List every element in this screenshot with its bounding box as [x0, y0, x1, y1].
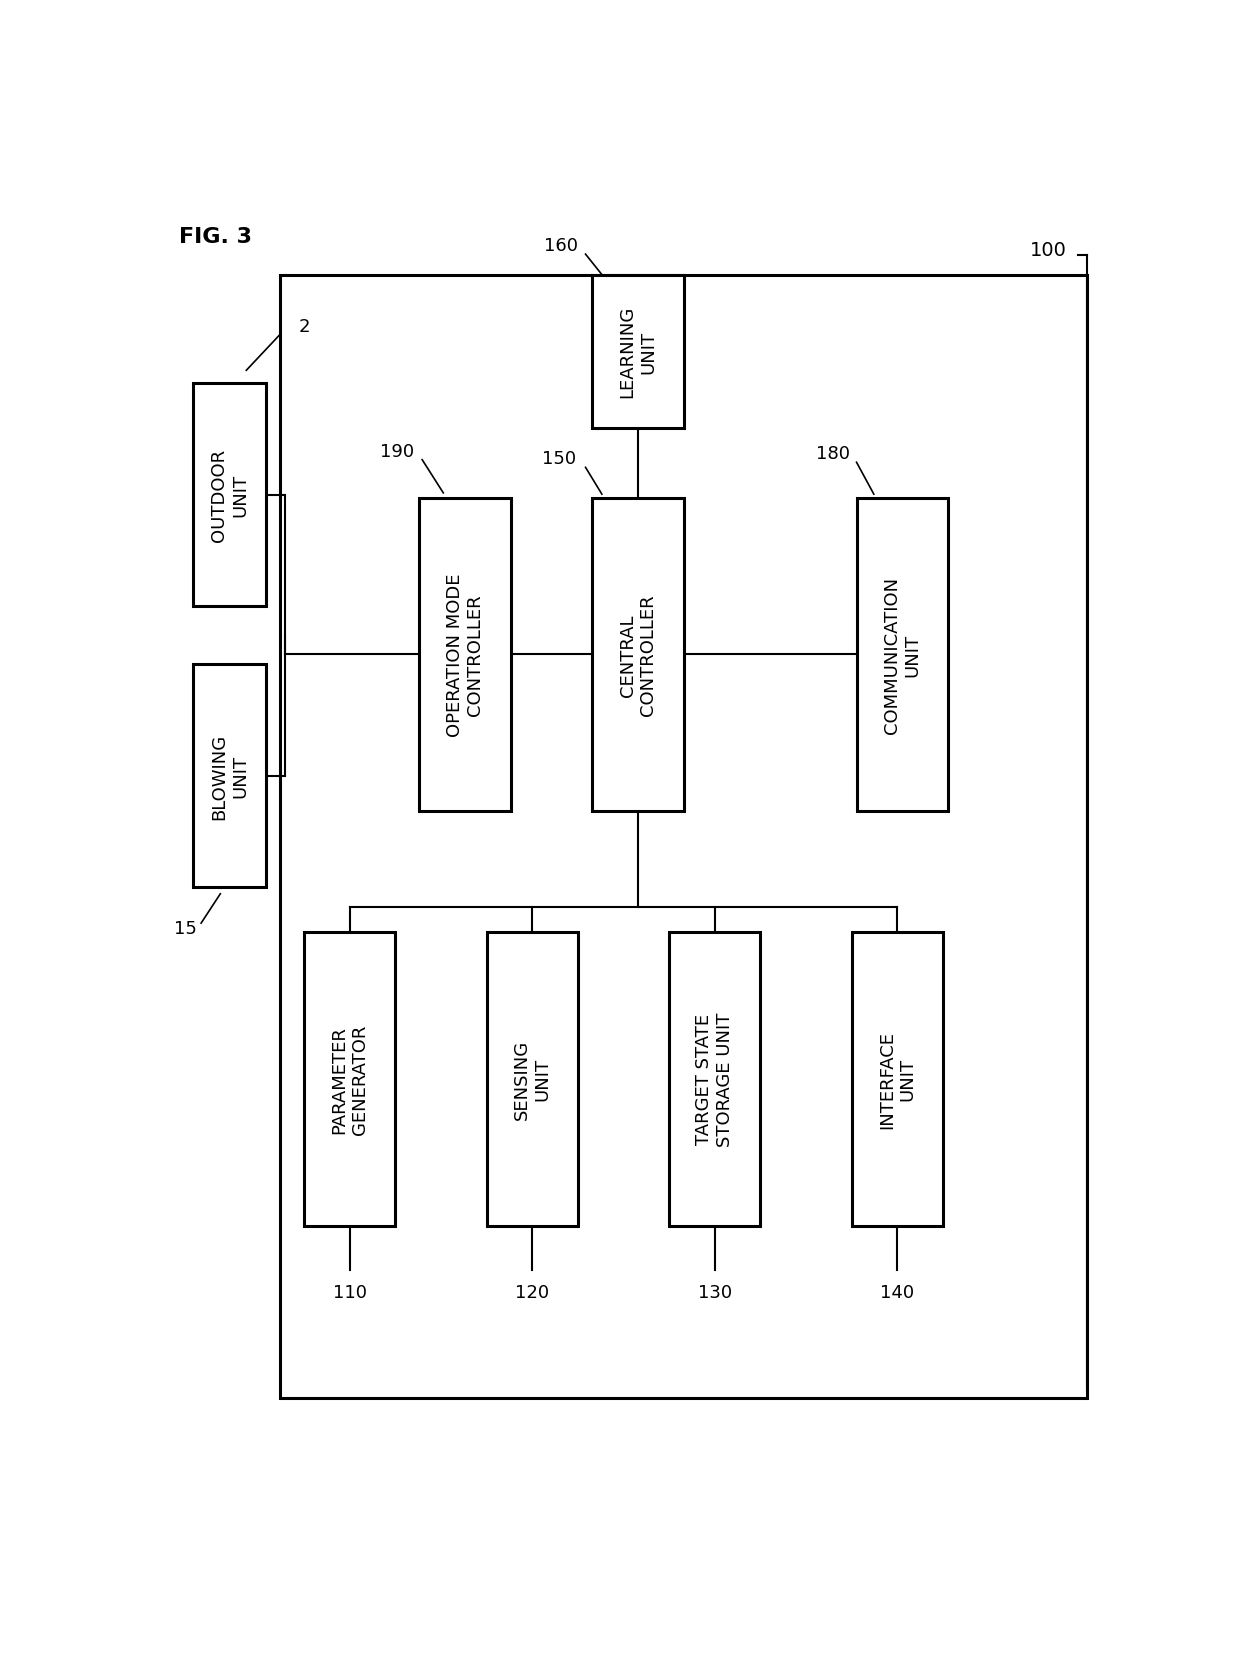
Text: COMMUNICATION
UNIT: COMMUNICATION UNIT [883, 577, 921, 734]
Text: 160: 160 [543, 237, 578, 255]
Text: OPERATION MODE
CONTROLLER: OPERATION MODE CONTROLLER [445, 573, 485, 737]
Bar [593, 275, 683, 429]
Text: LEARNING
UNIT: LEARNING UNIT [619, 307, 657, 398]
Bar [419, 499, 511, 812]
Text: CENTRAL
CONTROLLER: CENTRAL CONTROLLER [619, 595, 657, 716]
Text: 15: 15 [175, 920, 197, 938]
Text: 130: 130 [698, 1283, 732, 1301]
Bar [280, 275, 1087, 1399]
Bar [593, 499, 683, 812]
Text: OUTDOOR
UNIT: OUTDOOR UNIT [210, 449, 249, 542]
Text: BLOWING
UNIT: BLOWING UNIT [210, 732, 249, 819]
Bar [857, 499, 947, 812]
Text: 2: 2 [298, 318, 310, 335]
Bar [852, 933, 942, 1226]
Bar [193, 664, 265, 888]
Text: 140: 140 [880, 1283, 914, 1301]
Text: 190: 190 [381, 442, 414, 461]
Bar [304, 933, 396, 1226]
Text: SENSING
UNIT: SENSING UNIT [513, 1039, 552, 1118]
Bar [486, 933, 578, 1226]
Bar [670, 933, 760, 1226]
Text: 110: 110 [332, 1283, 367, 1301]
Text: FIG. 3: FIG. 3 [179, 227, 252, 247]
Text: INTERFACE
UNIT: INTERFACE UNIT [878, 1031, 916, 1128]
Bar [193, 384, 265, 606]
Text: TARGET STATE
STORAGE UNIT: TARGET STATE STORAGE UNIT [696, 1012, 734, 1147]
Text: 120: 120 [515, 1283, 549, 1301]
Text: PARAMETER
GENERATOR: PARAMETER GENERATOR [330, 1024, 370, 1135]
Text: 180: 180 [816, 446, 849, 462]
Text: 100: 100 [1030, 240, 1068, 260]
Text: 150: 150 [542, 451, 575, 469]
